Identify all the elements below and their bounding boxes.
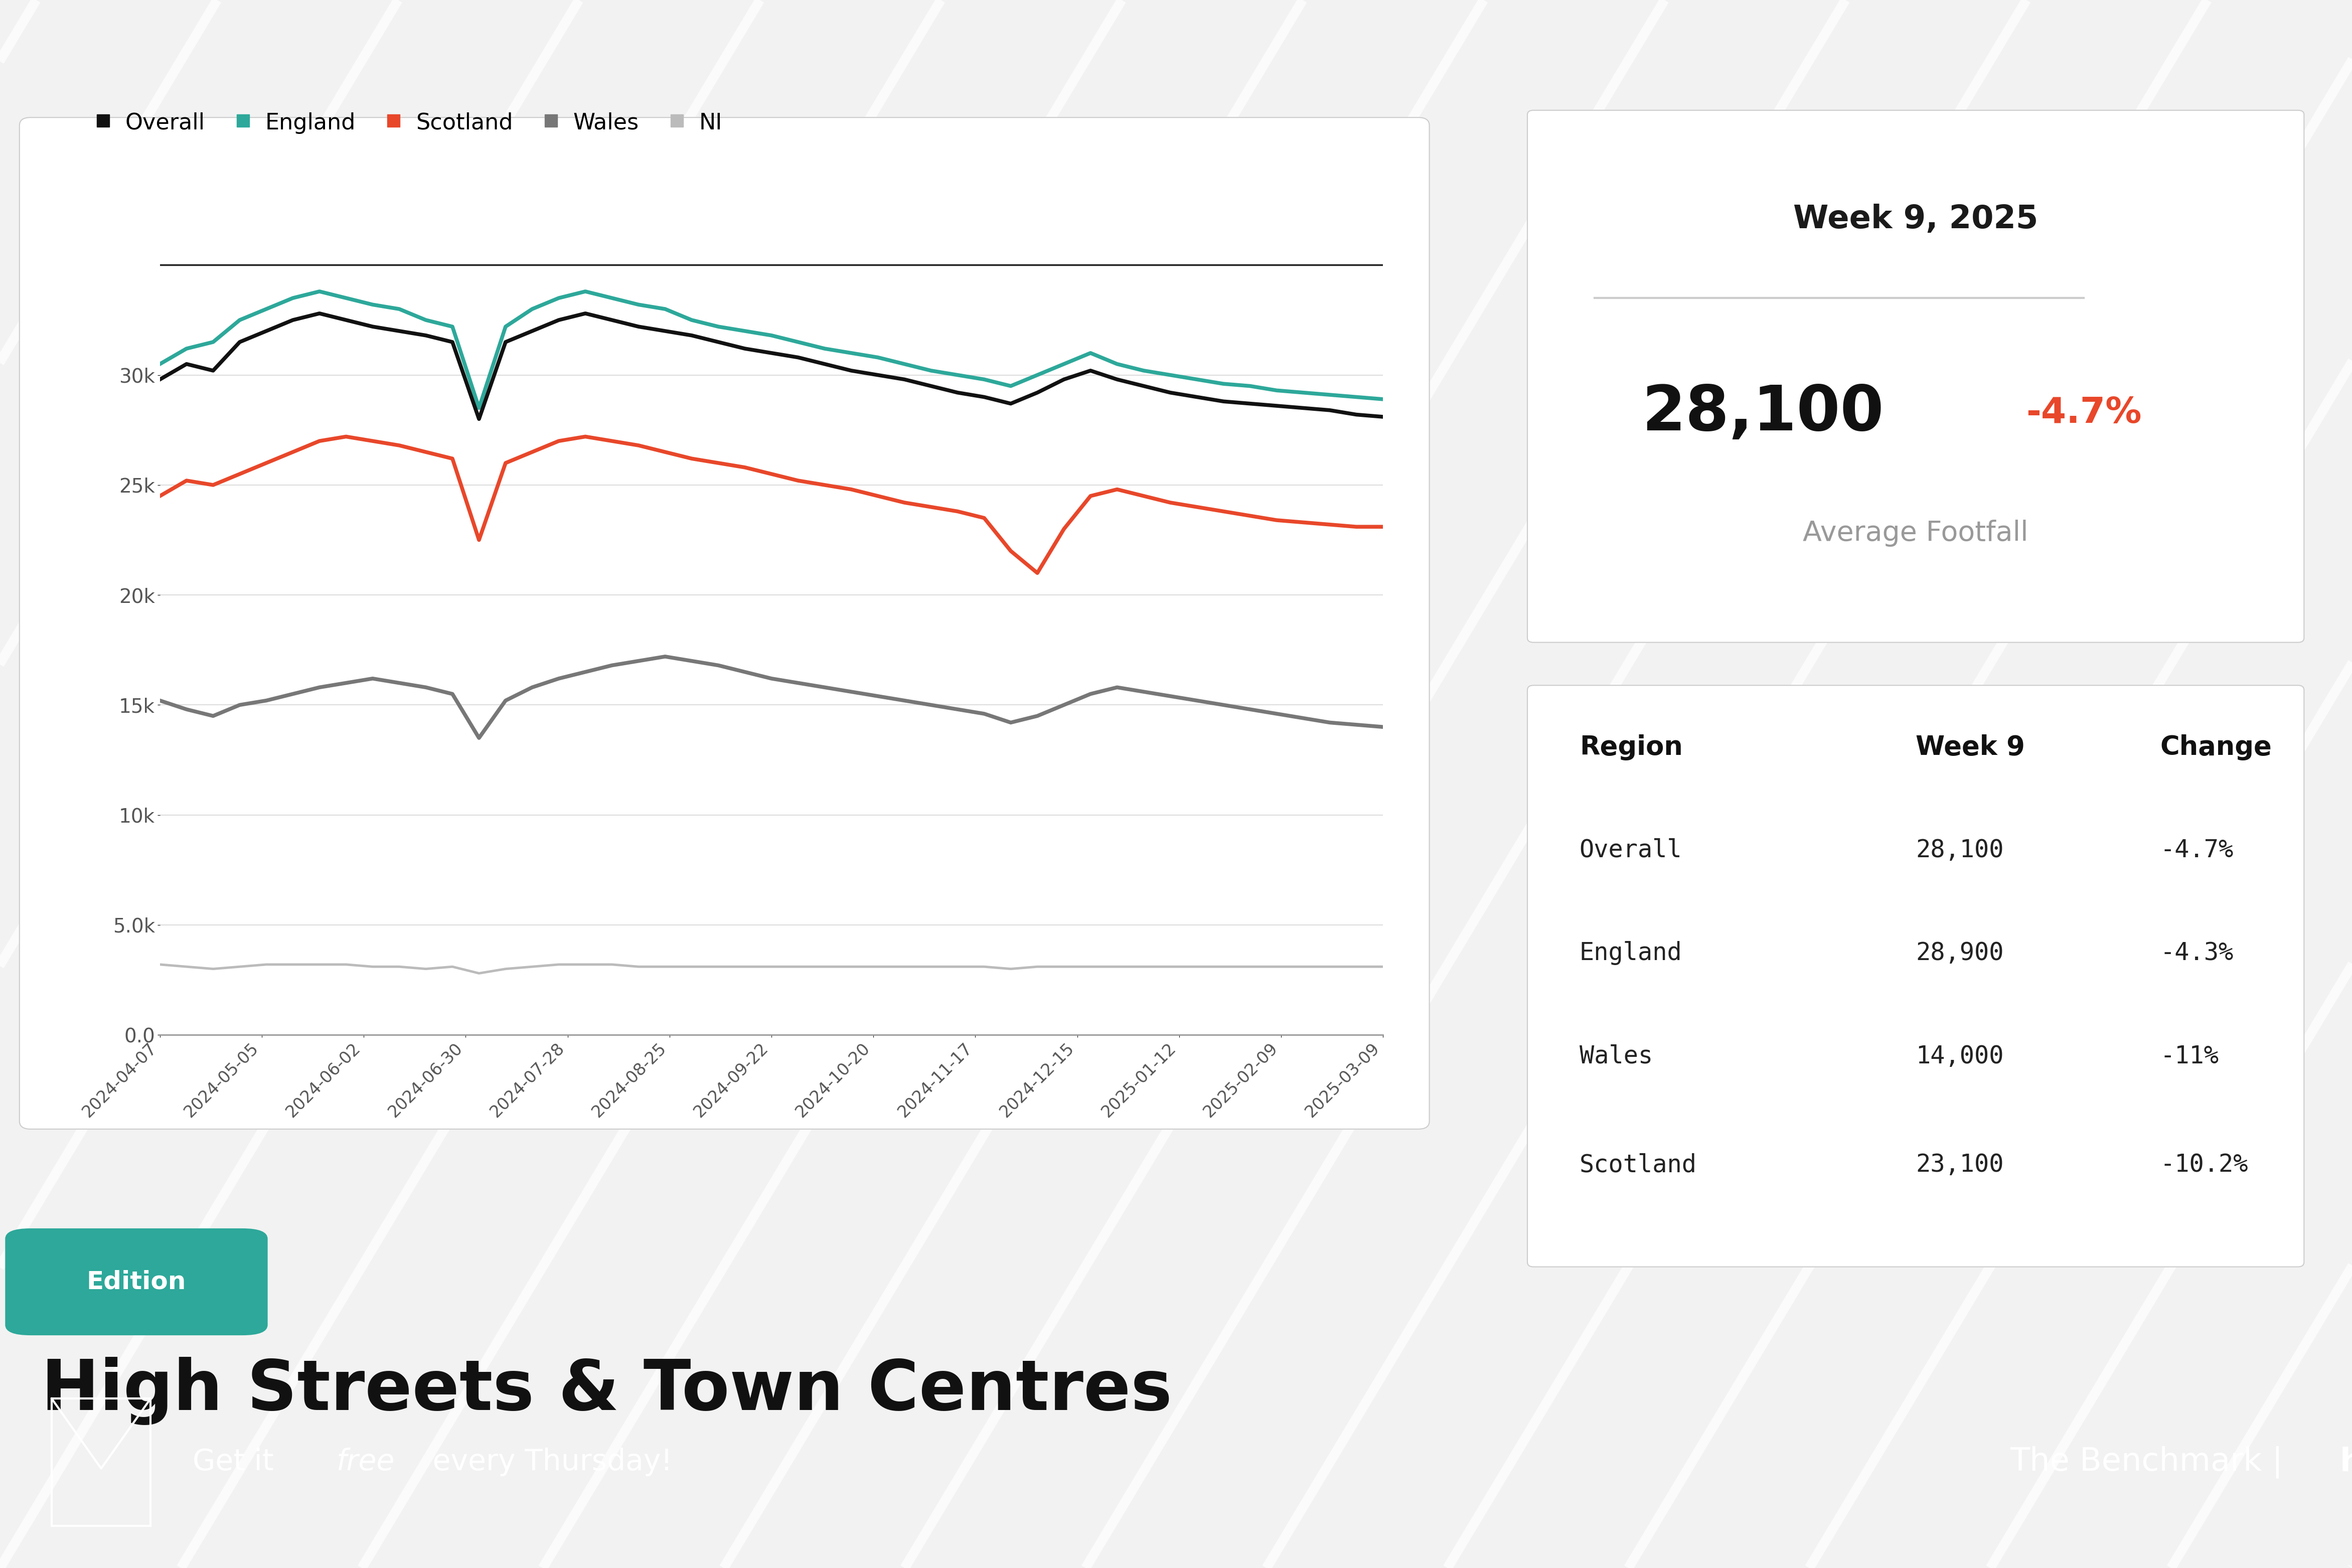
- Text: 28,100: 28,100: [1642, 383, 1884, 444]
- Text: -10.2%: -10.2%: [2159, 1152, 2249, 1178]
- Text: Wales: Wales: [1581, 1044, 1653, 1068]
- Text: Average Footfall: Average Footfall: [1804, 521, 2027, 547]
- Text: Week 9, 2025: Week 9, 2025: [1792, 204, 2039, 235]
- Text: Scotland: Scotland: [1581, 1152, 1696, 1178]
- Text: Overall: Overall: [1581, 839, 1682, 862]
- FancyBboxPatch shape: [1526, 685, 2305, 1267]
- Bar: [52, 1399, 151, 1526]
- Text: The Benchmark |: The Benchmark |: [2011, 1446, 2293, 1479]
- Text: England: England: [1581, 941, 1682, 966]
- Text: Region: Region: [1581, 734, 1682, 760]
- Text: Week 9: Week 9: [1915, 734, 2025, 760]
- Text: 28,900: 28,900: [1915, 941, 2004, 966]
- Text: 28,100: 28,100: [1915, 839, 2004, 862]
- Text: -11%: -11%: [2159, 1044, 2218, 1068]
- FancyBboxPatch shape: [5, 1228, 268, 1336]
- Text: High Streets & Town Centres: High Streets & Town Centres: [40, 1356, 1171, 1425]
- Text: 23,100: 23,100: [1915, 1152, 2004, 1178]
- Legend: Overall, England, Scotland, Wales, NI: Overall, England, Scotland, Wales, NI: [92, 111, 722, 133]
- FancyBboxPatch shape: [1526, 110, 2305, 643]
- Text: Change: Change: [2159, 734, 2272, 760]
- Text: -4.7%: -4.7%: [2025, 395, 2143, 430]
- Text: free: free: [336, 1447, 395, 1477]
- Text: 14,000: 14,000: [1915, 1044, 2004, 1068]
- Text: -4.7%: -4.7%: [2159, 839, 2234, 862]
- Text: -4.3%: -4.3%: [2159, 941, 2234, 966]
- Text: huq: huq: [2296, 1447, 2352, 1477]
- Text: Get it: Get it: [193, 1447, 282, 1477]
- Text: Edition: Edition: [87, 1270, 186, 1294]
- FancyBboxPatch shape: [19, 118, 1430, 1129]
- Text: every Thursday!: every Thursday!: [423, 1447, 673, 1477]
